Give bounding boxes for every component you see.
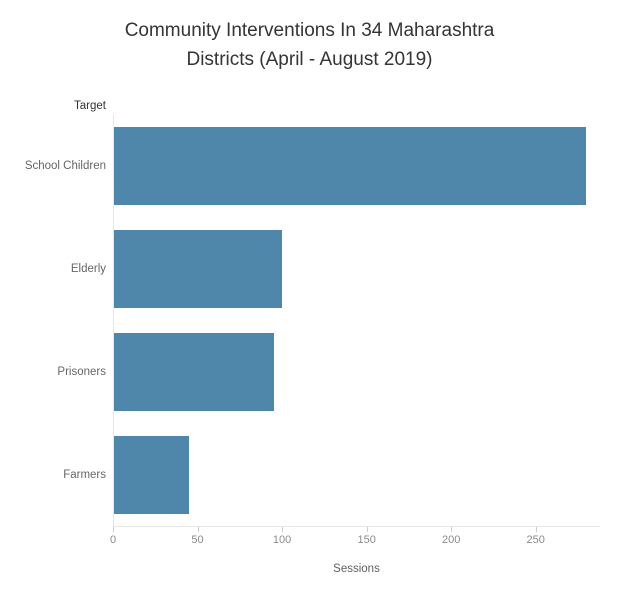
bar-school-children[interactable] (113, 126, 587, 205)
chart-title-line-1: Community Interventions In 34 Maharashtr… (124, 20, 495, 41)
tick-mark (366, 527, 368, 532)
bar-prisoners[interactable] (113, 332, 274, 411)
y-axis-line (113, 114, 114, 527)
tick-label: 250 (526, 534, 545, 546)
tick-label: 50 (191, 534, 204, 546)
bar-rows: School Children Elderly Prisoners Farmers (0, 114, 619, 526)
tick-mark (535, 527, 537, 532)
bar-elderly[interactable] (113, 229, 283, 308)
value-axis-title: Sessions (333, 563, 380, 575)
bar-row: School Children (0, 114, 619, 217)
category-axis-title: Target (74, 100, 106, 112)
bar-farmers[interactable] (113, 435, 190, 514)
category-label: School Children (24, 159, 106, 172)
bar-row: Elderly (0, 217, 619, 320)
bar-row: Farmers (0, 423, 619, 526)
bar-track (113, 435, 600, 514)
tick-label: 0 (109, 534, 117, 546)
chart-title: Community Interventions In 34 Maharashtr… (0, 0, 619, 74)
tick-label: 100 (272, 534, 292, 546)
chart-title-line-2: Districts (April - August 2019) (186, 49, 433, 70)
category-label: Elderly (70, 262, 106, 275)
tick-label: 150 (357, 534, 376, 546)
category-label: Prisoners (57, 365, 106, 378)
bar-track (113, 126, 600, 205)
category-label: Farmers (63, 468, 106, 481)
tick-mark (282, 527, 284, 532)
tick-mark (197, 527, 199, 532)
tick-mark (451, 527, 453, 532)
bar-row: Prisoners (0, 320, 619, 423)
bar-track (113, 229, 600, 308)
x-axis: 0 50 100 150 200 250 (109, 526, 600, 549)
tick-mark (113, 527, 114, 532)
tick-label: 200 (442, 534, 461, 546)
plot-area: School Children Elderly Prisoners Farmers 0… (0, 114, 619, 549)
bar-track (113, 332, 600, 411)
